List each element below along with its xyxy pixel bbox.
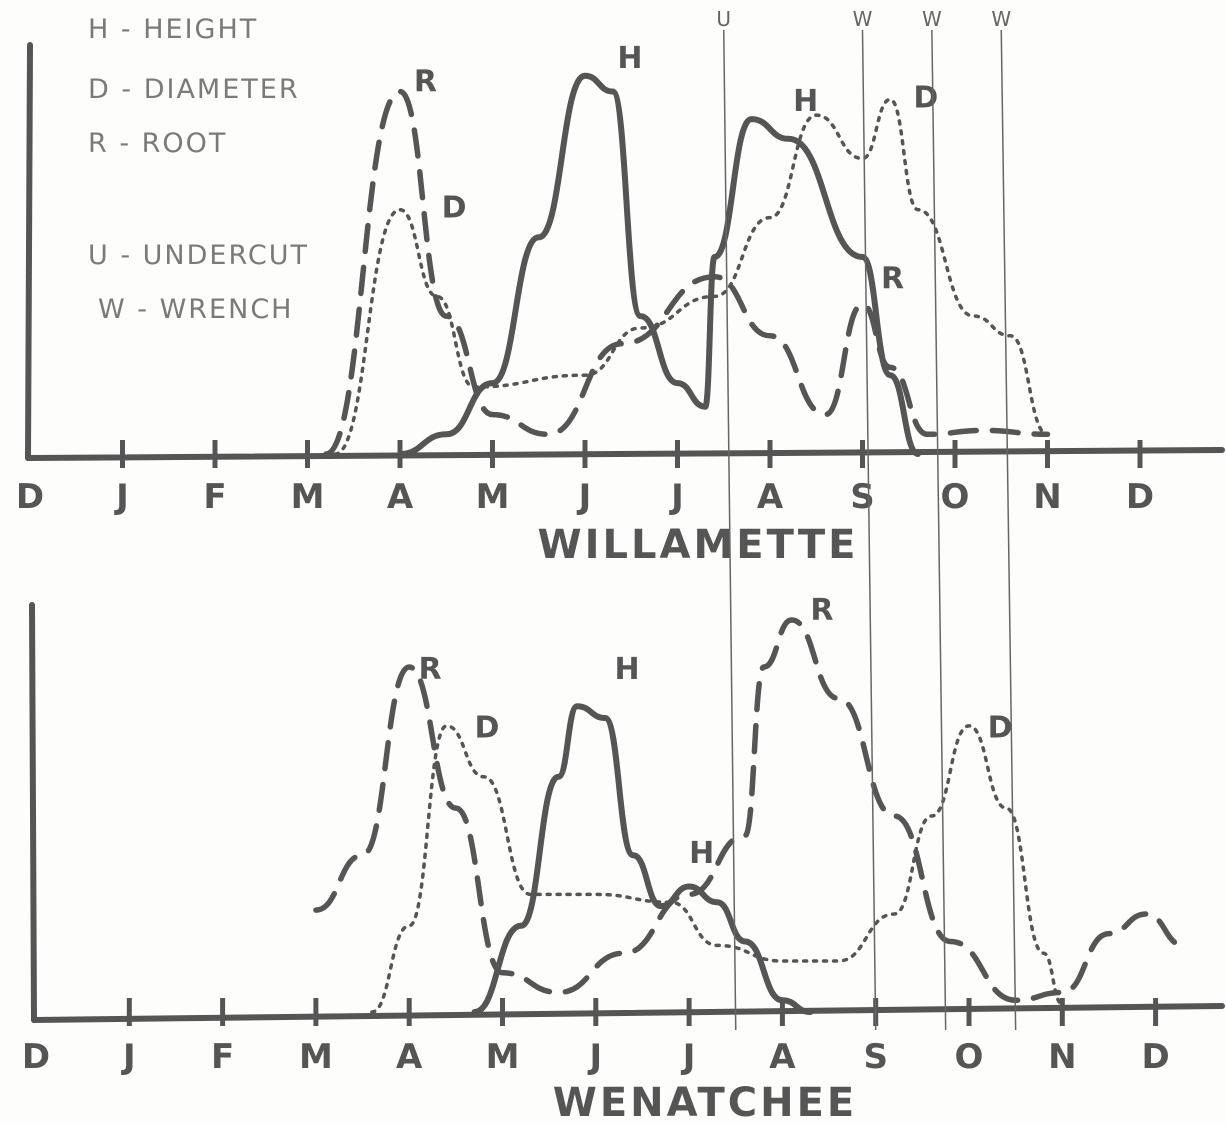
month-label: J — [577, 477, 592, 517]
month-label: A — [387, 477, 414, 517]
curve-label-d: D — [442, 191, 467, 226]
month-label: A — [769, 1037, 796, 1077]
curve-label-d: D — [913, 80, 938, 115]
treatment-line-w — [861, 29, 877, 1031]
legend: H - HEIGHT D - DIAMETER R - ROOT U - UND… — [88, 14, 309, 325]
month-label: S — [863, 1037, 888, 1077]
curve-label-r: R — [881, 262, 904, 297]
willamette-panel: D J F M A M J J A S O N D H H D D R R WILLAMETTE — [16, 41, 1225, 568]
month-label: D — [1141, 1037, 1169, 1077]
series-r-dashed — [323, 88, 1051, 457]
month-label: J — [587, 1037, 602, 1077]
treatment-label-w: W — [922, 7, 942, 31]
month-label: N — [1033, 477, 1061, 517]
treatment-line-u — [723, 29, 737, 1031]
month-label: J — [669, 477, 684, 517]
series-d-dotted — [370, 724, 1065, 1014]
curve-label-h: H — [793, 84, 818, 119]
wenatchee-x-axis — [31, 1003, 1225, 1023]
series-h-solid — [471, 703, 814, 1015]
month-label: F — [211, 1037, 234, 1077]
willamette-curve-labels: H H D D R R — [414, 41, 938, 297]
wenatchee-title: WENATCHEE — [553, 1080, 858, 1124]
month-label: O — [955, 1037, 984, 1077]
treatment-line-w — [1000, 29, 1017, 1031]
month-label: O — [941, 477, 970, 517]
month-label: N — [1048, 1037, 1076, 1077]
month-label: D — [1126, 477, 1154, 517]
willamette-x-axis — [25, 447, 1225, 461]
month-label: M — [486, 1037, 520, 1077]
month-label: S — [850, 477, 875, 517]
series-h-solid — [397, 72, 921, 457]
curve-label-h: H — [614, 652, 639, 687]
month-label: D — [22, 1037, 50, 1077]
treatment-label-w: W — [853, 7, 873, 31]
curve-label-r: R — [414, 65, 437, 100]
legend-item-undercut: U - UNDERCUT — [88, 240, 309, 271]
month-label: A — [757, 477, 784, 517]
month-label: J — [121, 1037, 136, 1077]
month-label: M — [291, 477, 325, 517]
month-label: D — [16, 477, 44, 517]
legend-item-diameter: D - DIAMETER — [88, 74, 300, 105]
month-label: F — [203, 477, 226, 517]
month-label: J — [681, 1037, 696, 1077]
wenatchee-y-axis — [29, 602, 37, 1023]
treatment-label-w: W — [991, 7, 1011, 31]
series-r-dashed — [313, 617, 1187, 1003]
wenatchee-curve-labels: HHD DRR — [419, 593, 1013, 871]
willamette-title: WILLAMETTE — [538, 522, 859, 568]
curve-label-d: D — [988, 711, 1013, 746]
curve-label-h: H — [689, 836, 714, 871]
curve-label-d: D — [475, 711, 500, 746]
treatment-line-w — [931, 29, 947, 1031]
series-d-dotted — [333, 97, 1050, 456]
willamette-y-axis — [25, 42, 33, 461]
legend-item-wrench: W - WRENCH — [98, 294, 293, 325]
legend-item-root: R - ROOT — [88, 128, 227, 159]
curve-label-h: H — [617, 41, 642, 76]
wenatchee-series — [313, 617, 1187, 1015]
willamette-series — [323, 72, 1051, 457]
month-label: M — [299, 1037, 333, 1077]
legend-item-height: H - HEIGHT — [88, 14, 258, 45]
month-label: J — [114, 477, 129, 517]
curve-label-r: R — [810, 593, 833, 628]
treatment-label-u: U — [716, 7, 731, 31]
month-label: A — [396, 1037, 423, 1077]
curve-label-r: R — [419, 652, 442, 687]
month-label: M — [476, 477, 510, 517]
